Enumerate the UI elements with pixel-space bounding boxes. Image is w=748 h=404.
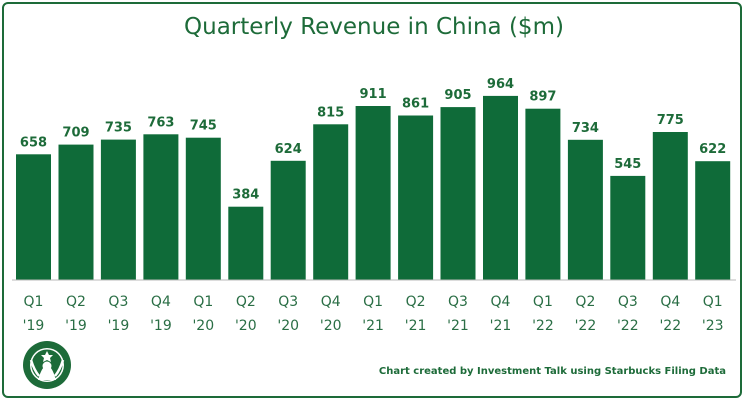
- bar-15: [652, 132, 688, 280]
- bar-16: [695, 161, 731, 280]
- value-label-10: 905: [444, 88, 471, 103]
- tick-label-quarter-6: Q3: [278, 294, 298, 310]
- tick-label-year-9: '21: [405, 318, 427, 334]
- value-label-4: 745: [190, 119, 217, 134]
- value-label-2: 735: [105, 121, 132, 136]
- bar-5: [228, 206, 264, 280]
- tick-label-quarter-12: Q1: [533, 294, 553, 310]
- bar-2: [100, 139, 136, 280]
- tick-label-quarter-9: Q2: [406, 294, 426, 310]
- tick-label-quarter-10: Q3: [448, 294, 468, 310]
- value-label-0: 658: [20, 135, 47, 150]
- value-label-5: 384: [232, 188, 259, 203]
- value-label-9: 861: [402, 97, 429, 112]
- value-label-1: 709: [62, 126, 89, 141]
- tick-label-year-4: '20: [192, 318, 214, 334]
- tick-label-quarter-11: Q4: [491, 294, 511, 310]
- value-label-16: 622: [699, 142, 726, 157]
- tick-label-quarter-8: Q1: [363, 294, 383, 310]
- tick-label-quarter-16: Q1: [703, 294, 723, 310]
- tick-label-year-14: '22: [617, 318, 639, 334]
- tick-label-quarter-13: Q2: [575, 294, 595, 310]
- value-label-15: 775: [657, 113, 684, 128]
- value-label-6: 624: [275, 142, 302, 157]
- tick-label-quarter-0: Q1: [24, 294, 44, 310]
- tick-label-quarter-2: Q3: [108, 294, 128, 310]
- tick-label-year-11: '21: [490, 318, 512, 334]
- tick-label-quarter-3: Q4: [151, 294, 171, 310]
- tick-label-year-1: '19: [65, 318, 87, 334]
- tick-label-year-12: '22: [532, 318, 554, 334]
- tick-label-quarter-7: Q4: [321, 294, 341, 310]
- tick-label-quarter-1: Q2: [66, 294, 86, 310]
- bar-4: [185, 137, 221, 280]
- tick-label-year-16: '23: [702, 318, 724, 334]
- chart-credit: Chart created by Investment Talk using S…: [378, 366, 726, 377]
- tick-label-year-10: '21: [447, 318, 469, 334]
- tick-label-year-13: '22: [575, 318, 597, 334]
- bar-6: [270, 160, 306, 280]
- bar-11: [483, 95, 518, 281]
- tick-label-year-8: '21: [362, 318, 384, 334]
- bar-10: [440, 107, 476, 280]
- tick-label-year-5: '20: [235, 318, 257, 334]
- value-label-7: 815: [317, 105, 344, 120]
- tick-label-year-15: '22: [659, 318, 681, 334]
- tick-label-year-3: '19: [150, 318, 172, 334]
- tick-label-year-6: '20: [277, 318, 299, 334]
- tick-label-year-2: '19: [108, 318, 130, 334]
- tick-label-quarter-15: Q4: [660, 294, 680, 310]
- value-label-12: 897: [529, 90, 556, 105]
- bar-12: [525, 108, 561, 280]
- tick-label-quarter-4: Q1: [193, 294, 213, 310]
- value-label-8: 911: [360, 87, 387, 102]
- bar-9: [398, 115, 434, 280]
- chart-title: Quarterly Revenue in China ($m): [184, 14, 564, 40]
- tick-label-quarter-14: Q3: [618, 294, 638, 310]
- bar-1: [58, 144, 94, 280]
- tick-label-year-0: '19: [23, 318, 45, 334]
- bar-13: [567, 139, 603, 280]
- value-label-3: 763: [147, 115, 174, 130]
- starbucks-siren-logo: [23, 341, 71, 389]
- bar-8: [355, 106, 391, 280]
- value-label-13: 734: [572, 121, 599, 136]
- value-label-11: 964: [487, 77, 514, 92]
- bar-7: [313, 124, 349, 280]
- tick-label-year-7: '20: [320, 318, 342, 334]
- bar-3: [143, 134, 179, 280]
- tick-label-quarter-5: Q2: [236, 294, 256, 310]
- bar-0: [16, 154, 51, 280]
- value-label-14: 545: [614, 157, 641, 172]
- bar-14: [610, 175, 646, 280]
